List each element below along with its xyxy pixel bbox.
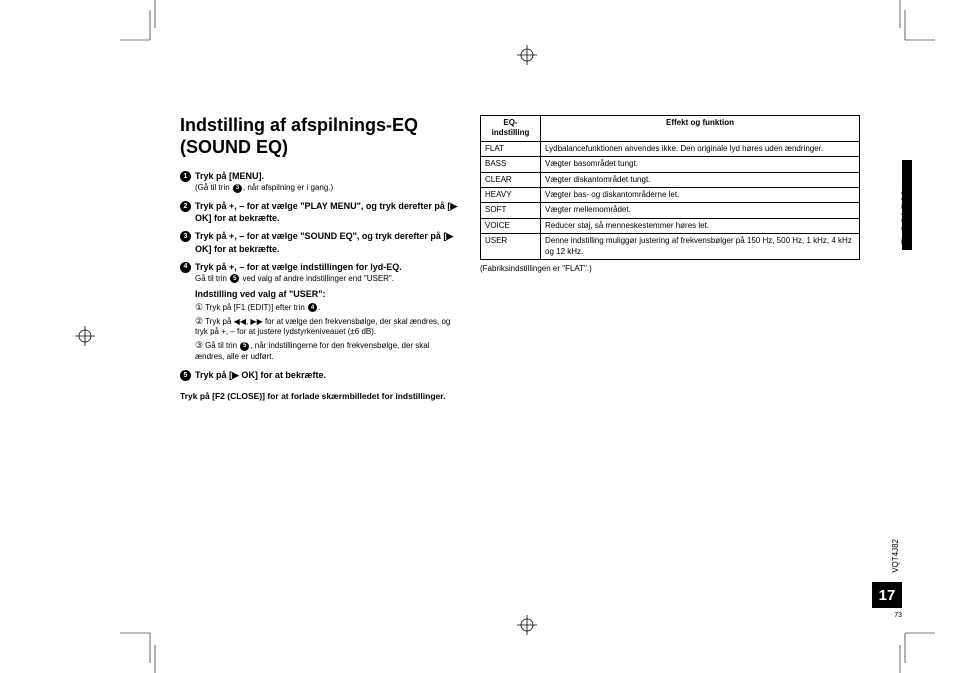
table-cell-setting: BASS — [481, 157, 541, 172]
table-row: CLEARVægter diskantområdet tungt. — [481, 172, 860, 187]
table-row: VOICEReducer støj, så menneskestemmer hø… — [481, 218, 860, 233]
table-cell-effect: Lydbalancefunktionen anvendes ikke. Den … — [541, 141, 860, 156]
table-cell-effect: Vægter bas- og diskantområderne let. — [541, 187, 860, 202]
step-4-item-1: ①Tryk på [F1 (EDIT)] efter trin 4. — [195, 301, 460, 314]
table-row: FLATLydbalancefunktionen anvendes ikke. … — [481, 141, 860, 156]
table-cell-effect: Vægter mellemområdet. — [541, 203, 860, 218]
bullet-3: 3 — [180, 231, 191, 242]
eq-table: EQ-indstilling Effekt og funktion FLATLy… — [480, 115, 860, 260]
bullet-4: 4 — [180, 262, 191, 273]
page-number: 17 — [872, 582, 902, 608]
registration-mark-bottom — [517, 615, 537, 635]
registration-mark-top — [517, 45, 537, 65]
step-1: 1 Tryk på [MENU]. (Gå til trin 3, når af… — [180, 170, 460, 194]
table-header-effect: Effekt og funktion — [541, 116, 860, 142]
table-row: BASSVægter basområdet tungt. — [481, 157, 860, 172]
step-2: 2 Tryk på +, – for at vælge "PLAY MENU",… — [180, 200, 460, 224]
table-cell-effect: Vægter diskantområdet tungt. — [541, 172, 860, 187]
table-cell-setting: VOICE — [481, 218, 541, 233]
language-label: DANSK — [898, 190, 914, 245]
registration-mark-left — [75, 326, 95, 346]
step-1-title: Tryk på [MENU]. — [195, 170, 460, 182]
table-row: SOFTVægter mellemområdet. — [481, 203, 860, 218]
table-cell-setting: FLAT — [481, 141, 541, 156]
step-1-sub: (Gå til trin 3, når afspilning er i gang… — [195, 183, 460, 194]
page-title: Indstilling af afspilnings-EQ (SOUND EQ) — [180, 115, 460, 158]
table-header-setting: EQ-indstilling — [481, 116, 541, 142]
left-column: Indstilling af afspilnings-EQ (SOUND EQ)… — [180, 115, 460, 402]
right-column: EQ-indstilling Effekt og funktion FLATLy… — [480, 115, 860, 402]
step-4-item-3: ③Gå til trin 5, når indstillingerne for … — [195, 339, 460, 363]
bullet-1: 1 — [180, 171, 191, 182]
table-cell-effect: Reducer støj, så menneskestemmer høres l… — [541, 218, 860, 233]
step-2-title: Tryk på +, – for at vælge "PLAY MENU", o… — [195, 200, 460, 224]
bullet-5: 5 — [180, 370, 191, 381]
table-row: HEAVYVægter bas- og diskantområderne let… — [481, 187, 860, 202]
table-cell-setting: HEAVY — [481, 187, 541, 202]
step-4: 4 Tryk på +, – for at vælge indstillinge… — [180, 261, 460, 363]
page-content: Indstilling af afspilnings-EQ (SOUND EQ)… — [180, 115, 880, 402]
table-cell-effect: Vægter basområdet tungt. — [541, 157, 860, 172]
table-note: (Fabriksindstillingen er "FLAT".) — [480, 264, 860, 273]
step-5-title: Tryk på [▶ OK] for at bekræfte. — [195, 369, 460, 381]
bullet-2: 2 — [180, 201, 191, 212]
small-page-number: 73 — [894, 612, 902, 619]
table-row: USERDenne indstilling muliggør justering… — [481, 234, 860, 260]
step-5: 5 Tryk på [▶ OK] for at bekræfte. — [180, 369, 460, 381]
table-cell-setting: CLEAR — [481, 172, 541, 187]
closing-note: Tryk på [F2 (CLOSE)] for at forlade skær… — [180, 391, 460, 402]
step-4-sub: Gå til trin 5 ved valg af andre indstill… — [195, 274, 460, 285]
table-cell-setting: USER — [481, 234, 541, 260]
step-3: 3 Tryk på +, – for at vælge "SOUND EQ", … — [180, 230, 460, 254]
step-4-item-2: ②Tryk på ◀◀, ▶▶ for at vælge den frekven… — [195, 315, 460, 339]
document-code: VQT4J82 — [891, 539, 900, 573]
step-3-title: Tryk på +, – for at vælge "SOUND EQ", og… — [195, 230, 460, 254]
table-cell-effect: Denne indstilling muliggør justering af … — [541, 234, 860, 260]
table-cell-setting: SOFT — [481, 203, 541, 218]
step-4-title: Tryk på +, – for at vælge indstillingen … — [195, 261, 460, 273]
step-4-subbold: Indstilling ved valg af "USER": — [195, 288, 460, 300]
